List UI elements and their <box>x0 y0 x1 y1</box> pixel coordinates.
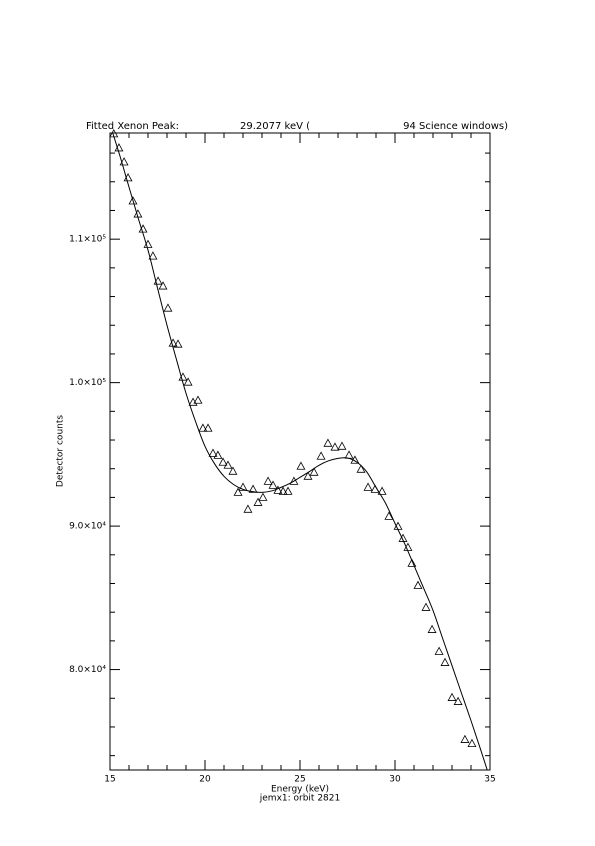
data-point <box>119 157 129 166</box>
data-point <box>323 438 333 447</box>
windows-label: 94 Science windows) <box>403 121 508 132</box>
data-point <box>238 482 248 491</box>
x-tick-label: 15 <box>104 775 115 785</box>
data-point <box>203 423 213 432</box>
data-point <box>253 497 263 506</box>
y-tick-label: 1.1×10⁵ <box>69 235 106 245</box>
data-point <box>363 482 373 491</box>
subtitle: jemx1: orbit 2821 <box>259 794 340 804</box>
data-point <box>208 448 218 457</box>
data-point <box>283 486 293 495</box>
data-point <box>413 580 423 589</box>
chart-title: Fitted Xenon Peak: <box>86 121 179 132</box>
data-point <box>316 451 326 460</box>
data-point <box>337 441 347 450</box>
data-point <box>218 457 228 466</box>
data-point <box>153 276 163 285</box>
data-point <box>289 476 299 485</box>
y-axis-label: Detector counts <box>56 415 66 487</box>
data-point <box>143 239 153 248</box>
data-point <box>398 533 408 542</box>
data-point <box>421 602 431 611</box>
data-point <box>447 692 457 701</box>
data-point <box>303 471 313 480</box>
data-point <box>377 486 387 495</box>
x-tick-label: 35 <box>484 775 495 785</box>
data-point <box>440 657 450 666</box>
data-point <box>350 455 360 464</box>
x-tick-label: 30 <box>389 775 401 785</box>
data-point <box>213 450 223 459</box>
data-point <box>248 484 258 493</box>
data-point <box>403 542 413 551</box>
data-point <box>128 196 138 205</box>
data-point <box>263 476 273 485</box>
data-point <box>453 696 463 705</box>
data-point <box>114 143 124 152</box>
data-point <box>173 339 183 348</box>
data-point <box>183 377 193 386</box>
fit-line <box>112 133 488 770</box>
data-point <box>138 224 148 233</box>
data-point <box>268 480 278 489</box>
data-point <box>356 464 366 473</box>
data-point <box>178 372 188 381</box>
data-point <box>223 460 233 469</box>
data-point <box>123 173 133 182</box>
peak-label: 29.2077 keV ( <box>240 121 310 132</box>
data-point <box>193 395 203 404</box>
data-point <box>158 281 168 290</box>
data-point <box>133 209 143 218</box>
data-point <box>163 303 173 312</box>
data-point <box>168 338 178 347</box>
data-point <box>467 738 477 748</box>
data-point <box>370 484 380 493</box>
data-point <box>228 466 238 475</box>
y-tick-label: 8.0×10⁴ <box>69 665 106 675</box>
data-point <box>407 558 417 567</box>
data-point <box>309 467 319 476</box>
data-point <box>198 423 208 432</box>
data-point <box>330 442 340 451</box>
y-tick-label: 9.0×10⁴ <box>69 522 106 532</box>
x-axis-label: Energy (keV) <box>271 785 329 795</box>
data-point <box>384 511 394 520</box>
data-point <box>460 734 470 743</box>
data-point <box>258 492 268 501</box>
data-point <box>148 251 158 260</box>
data-point <box>434 646 444 655</box>
x-tick-label: 20 <box>199 775 211 785</box>
y-tick-label: 1.0×10⁵ <box>69 378 106 388</box>
data-point <box>393 521 403 530</box>
data-point <box>243 504 253 513</box>
data-point <box>273 485 283 494</box>
x-tick-label: 25 <box>294 775 305 785</box>
data-point <box>278 486 288 495</box>
data-point <box>296 461 306 470</box>
data-point <box>233 487 243 496</box>
data-point <box>109 129 119 138</box>
data-point <box>427 624 437 633</box>
data-point <box>344 450 354 459</box>
